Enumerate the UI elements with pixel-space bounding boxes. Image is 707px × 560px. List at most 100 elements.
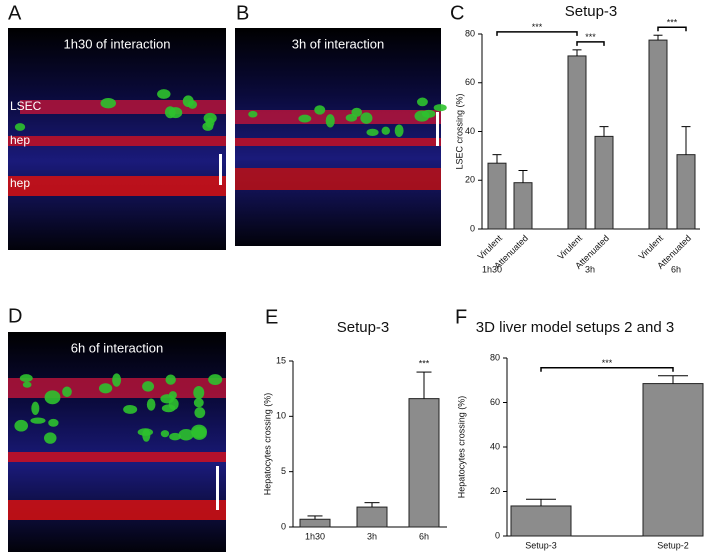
significance-label: ***	[602, 358, 613, 368]
cell	[137, 428, 154, 436]
cell	[298, 114, 312, 123]
cell	[62, 386, 72, 398]
cell	[314, 105, 326, 115]
y-tick-label: 0	[495, 530, 500, 540]
significance-bracket	[496, 31, 578, 36]
image-b	[235, 28, 441, 246]
bar	[676, 154, 696, 230]
cell	[157, 89, 171, 99]
cell	[194, 407, 206, 419]
cell	[193, 386, 205, 400]
scale-bar	[216, 466, 219, 510]
significance-label: ***	[585, 32, 596, 42]
bar	[594, 135, 614, 230]
bar	[648, 39, 668, 230]
cell	[30, 417, 46, 424]
cell	[203, 112, 217, 124]
cell	[14, 419, 29, 432]
cell	[360, 112, 373, 124]
chart-title: Setup-3	[337, 319, 390, 336]
bar	[487, 162, 507, 230]
x-tick-label: Setup-3	[525, 540, 557, 550]
cell	[187, 100, 198, 109]
cell	[325, 114, 335, 128]
y-tick-label: 10	[276, 411, 286, 421]
cell	[193, 398, 204, 408]
y-tick-label: 20	[465, 175, 475, 185]
scale-bar	[436, 112, 439, 146]
y-axis-label: Hepatocytes crossing (%)	[262, 393, 272, 496]
cell	[208, 374, 223, 385]
bar	[567, 55, 587, 230]
cell-layer	[8, 500, 226, 520]
y-axis-label: LSEC crossing (%)	[454, 93, 464, 169]
y-axis-label: Hepatocytes crossing (%)	[456, 396, 466, 499]
cell	[248, 110, 258, 118]
x-tick-label: 3h	[367, 531, 377, 541]
panel-letter: B	[236, 2, 249, 24]
y-tick-label: 80	[465, 28, 475, 38]
cell	[112, 373, 122, 387]
bar	[510, 505, 572, 537]
cell	[98, 383, 113, 394]
caption: 6h of interaction	[71, 340, 164, 355]
significance-bracket	[576, 41, 605, 46]
panel-letter: E	[265, 306, 278, 328]
cell	[44, 390, 61, 405]
bar	[642, 383, 704, 537]
bar	[299, 518, 331, 528]
cell	[165, 374, 176, 385]
cell-layer	[235, 138, 441, 146]
cell	[202, 122, 214, 131]
chart-title: 3D liver model setups 2 and 3	[476, 319, 674, 336]
cell	[48, 418, 59, 427]
cell	[351, 107, 363, 117]
caption: 1h30 of interaction	[64, 36, 171, 51]
y-tick-label: 20	[490, 486, 500, 496]
x-tick-label: 1h30	[305, 531, 325, 541]
cell	[14, 123, 26, 131]
panel-letter: F	[455, 306, 467, 328]
group-label: 6h	[671, 264, 681, 274]
cells	[14, 89, 447, 444]
group-label: 1h30	[482, 264, 502, 274]
cell	[22, 381, 32, 388]
image-d	[8, 332, 226, 552]
cell	[123, 404, 138, 414]
group-label: 3h	[585, 264, 595, 274]
panel-letter: A	[8, 2, 22, 24]
caption: 3h of interaction	[292, 36, 385, 51]
cell-layer	[235, 110, 441, 124]
cell	[43, 432, 57, 444]
y-tick-label: 40	[465, 126, 475, 136]
cell	[433, 104, 447, 112]
cell	[160, 394, 175, 404]
layer-label: hep	[10, 176, 30, 190]
chart-title: Setup-3	[565, 3, 618, 20]
cell	[168, 107, 183, 119]
cell	[100, 97, 117, 109]
cell	[416, 97, 428, 107]
cell-layer	[235, 168, 441, 190]
significance-label: ***	[419, 358, 430, 368]
y-tick-label: 5	[281, 466, 286, 476]
panel-letter: D	[8, 305, 22, 327]
panel-letter: C	[450, 2, 464, 24]
cell	[178, 429, 194, 441]
image-a	[8, 28, 226, 250]
cell-layer	[8, 136, 226, 146]
cell	[191, 424, 207, 439]
cell	[160, 430, 170, 438]
y-tick-label: 0	[470, 223, 475, 233]
cell-layer	[8, 452, 226, 462]
cell	[19, 374, 33, 383]
scale-bar	[219, 154, 222, 185]
x-tick-label: Setup-2	[657, 540, 689, 550]
cell	[366, 128, 379, 137]
cell	[142, 381, 155, 392]
layer-label: LSEC	[10, 99, 42, 113]
cell	[394, 124, 404, 137]
cell	[169, 432, 182, 441]
y-tick-label: 0	[281, 521, 286, 531]
